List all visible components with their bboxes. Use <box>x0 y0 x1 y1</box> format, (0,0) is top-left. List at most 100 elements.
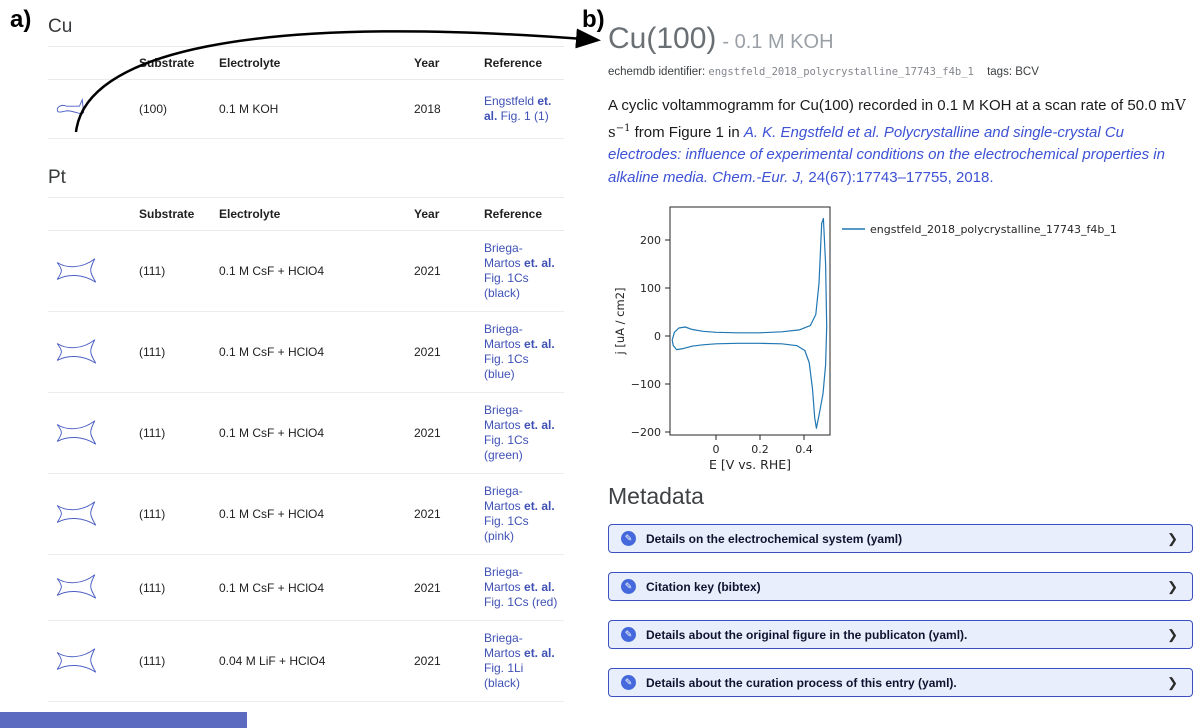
year-cell: 2021 <box>408 473 478 555</box>
cv-chart: 200 100 0 −100 −200 0 0.2 0.4 j [uA / cm… <box>608 203 1193 473</box>
scan-rate-units: mV s−1 <box>608 96 1186 141</box>
svg-text:−100: −100 <box>631 378 661 391</box>
reference-cell: Briega-Martos et. al. Fig. 1Cs (blue) <box>478 311 564 393</box>
year-cell: 2021 <box>408 392 478 474</box>
reference-link[interactable]: Briega-Martos et. al. Fig. 1Cs (pink) <box>484 484 555 543</box>
electrolyte-cell: 0.1 M CsF + HClO4 <box>213 392 408 474</box>
accordion-curation-process[interactable]: ✎ Details about the curation process of … <box>608 668 1193 697</box>
chevron-right-icon: ❯ <box>1167 530 1178 546</box>
year-cell: 2021 <box>408 230 478 312</box>
cv-thumbnail-icon[interactable] <box>54 644 98 676</box>
cv-thumbnail-cell <box>48 230 133 312</box>
svg-text:0: 0 <box>713 443 720 456</box>
legend-label: engstfeld_2018_polycrystalline_17743_f4b… <box>870 223 1117 236</box>
reference-link[interactable]: Briega-Martos et. al. Fig. 1Cs (red) <box>484 565 558 609</box>
citation-link[interactable]: A. K. Engstfeld et al. Polycrystalline a… <box>608 123 1165 186</box>
title-substrate: Cu(100) <box>608 22 717 55</box>
reference-link[interactable]: Briega-Martos et. al. Fig. 1Li (black) <box>484 631 555 690</box>
chevron-right-icon: ❯ <box>1167 674 1178 690</box>
pt-table-row[interactable]: (111) 0.1 M CsF + HClO4 2021 Briega-Mart… <box>48 392 564 474</box>
cv-thumbnail-cell <box>48 620 133 702</box>
echemdb-identifier: engstfeld_2018_polycrystalline_17743_f4b… <box>708 66 974 78</box>
substrate-cell: (111) <box>133 620 213 702</box>
identifier-line: echemdb identifier: engstfeld_2018_polyc… <box>608 66 1193 78</box>
svg-text:0: 0 <box>654 330 661 343</box>
reference-link[interactable]: Briega-Martos et. al. Fig. 1Cs (green) <box>484 403 555 462</box>
substrate-cell: (111) <box>133 554 213 621</box>
cv-thumbnail-icon[interactable] <box>54 335 98 367</box>
panel-a: Cu Substrate Electrolyte Year Reference <box>48 0 564 702</box>
reference-link[interactable]: Briega-Martos et. al. Fig. 1Cs (black) <box>484 241 555 300</box>
electrolyte-cell: 0.1 M CsF + HClO4 <box>213 230 408 312</box>
electrolyte-cell: 0.04 M LiF + HClO4 <box>213 620 408 702</box>
svg-text:0.4: 0.4 <box>795 443 813 456</box>
cu-table-row[interactable]: (100) 0.1 M KOH 2018 Engstfeld et. al. F… <box>48 79 564 139</box>
pt-table-header-row: Substrate Electrolyte Year Reference <box>48 197 564 231</box>
reference-cell: Briega-Martos et. al. Fig. 1Cs (green) <box>478 392 564 474</box>
chevron-right-icon: ❯ <box>1167 626 1178 642</box>
tag-value: BCV <box>1015 66 1039 78</box>
svg-text:0.2: 0.2 <box>751 443 769 456</box>
cv-thumbnail-icon[interactable] <box>54 416 98 448</box>
panel-b: Cu(100) - 0.1 M KOH echemdb identifier: e… <box>608 0 1193 716</box>
cv-thumbnail-cell <box>48 311 133 393</box>
substrate-cell: (100) <box>133 79 213 139</box>
column-header-reference: Reference <box>478 46 564 80</box>
x-tick-labels: 0 0.2 0.4 <box>713 443 813 456</box>
cv-thumbnail-icon[interactable] <box>54 570 98 602</box>
cv-thumbnail-cell <box>48 79 133 139</box>
column-header-year: Year <box>408 46 478 80</box>
reference-cell: Engstfeld et. al. Fig. 1 (1) <box>478 79 564 139</box>
svg-text:−200: −200 <box>631 426 661 439</box>
year-cell: 2021 <box>408 311 478 393</box>
tick-marks <box>665 239 805 440</box>
column-header-reference: Reference <box>478 197 564 231</box>
description-paragraph: A cyclic voltammogramm for Cu(100) recor… <box>608 96 1186 186</box>
description-text: A cyclic voltammogramm for Cu(100) recor… <box>608 97 1161 114</box>
cv-curve <box>671 217 828 429</box>
cv-thumbnail-cell <box>48 473 133 555</box>
accordion-original-figure[interactable]: ✎ Details about the original figure in t… <box>608 620 1193 649</box>
pt-table-row[interactable]: (111) 0.1 M CsF + HClO4 2021 Briega-Mart… <box>48 473 564 555</box>
cv-plot: 200 100 0 −100 −200 0 0.2 0.4 j [uA / cm… <box>613 206 1117 472</box>
substrate-cell: (111) <box>133 473 213 555</box>
reference-cell: Briega-Martos et. al. Fig. 1Cs (red) <box>478 554 564 621</box>
column-header-electrolyte: Electrolyte <box>213 46 408 80</box>
electrolyte-cell: 0.1 M CsF + HClO4 <box>213 554 408 621</box>
cv-thumbnail-cell <box>48 554 133 621</box>
electrolyte-cell: 0.1 M CsF + HClO4 <box>213 311 408 393</box>
svg-text:200: 200 <box>640 234 661 247</box>
cu-table-header-row: Substrate Electrolyte Year Reference <box>48 46 564 80</box>
substrate-cell: (111) <box>133 230 213 312</box>
cv-thumbnail-cell <box>48 392 133 474</box>
cv-thumbnail-icon[interactable] <box>54 497 98 529</box>
chevron-right-icon: ❯ <box>1167 578 1178 594</box>
reference-cell: Briega-Martos et. al. Fig. 1Li (black) <box>478 620 564 702</box>
plot-frame <box>669 206 831 436</box>
pt-table-row[interactable]: (111) 0.04 M LiF + HClO4 2021 Briega-Mar… <box>48 620 564 702</box>
cu-table: Substrate Electrolyte Year Reference (10… <box>48 46 564 139</box>
cv-thumbnail-icon[interactable] <box>54 96 92 120</box>
reference-cell: Briega-Martos et. al. Fig. 1Cs (black) <box>478 230 564 312</box>
pt-table-row[interactable]: (111) 0.1 M CsF + HClO4 2021 Briega-Mart… <box>48 554 564 621</box>
accordion-electrochemical-system[interactable]: ✎ Details on the electrochemical system … <box>608 524 1193 553</box>
x-axis-label: E [V vs. RHE] <box>709 457 791 472</box>
edit-icon: ✎ <box>621 675 636 690</box>
pt-table-row[interactable]: (111) 0.1 M CsF + HClO4 2021 Briega-Mart… <box>48 230 564 312</box>
column-header-year: Year <box>408 197 478 231</box>
y-axis-label: j [uA / cm2] <box>613 287 627 355</box>
cv-thumbnail-icon[interactable] <box>54 254 98 286</box>
thumbnail-column-header <box>48 46 133 80</box>
pt-table-row[interactable]: (111) 0.1 M CsF + HClO4 2021 Briega-Mart… <box>48 311 564 393</box>
reference-link[interactable]: Engstfeld et. al. Fig. 1 (1) <box>484 94 552 123</box>
year-cell: 2021 <box>408 620 478 702</box>
pt-section-heading: Pt <box>48 167 66 188</box>
cu-section-heading: Cu <box>48 16 73 37</box>
accordion-citation-key[interactable]: ✎ Citation key (bibtex) ❯ <box>608 572 1193 601</box>
electrolyte-cell: 0.1 M CsF + HClO4 <box>213 473 408 555</box>
y-tick-labels: 200 100 0 −100 −200 <box>631 234 661 439</box>
identifier-label: echemdb identifier: <box>608 66 706 78</box>
reference-link[interactable]: Briega-Martos et. al. Fig. 1Cs (blue) <box>484 322 555 381</box>
electrolyte-cell: 0.1 M KOH <box>213 79 408 139</box>
